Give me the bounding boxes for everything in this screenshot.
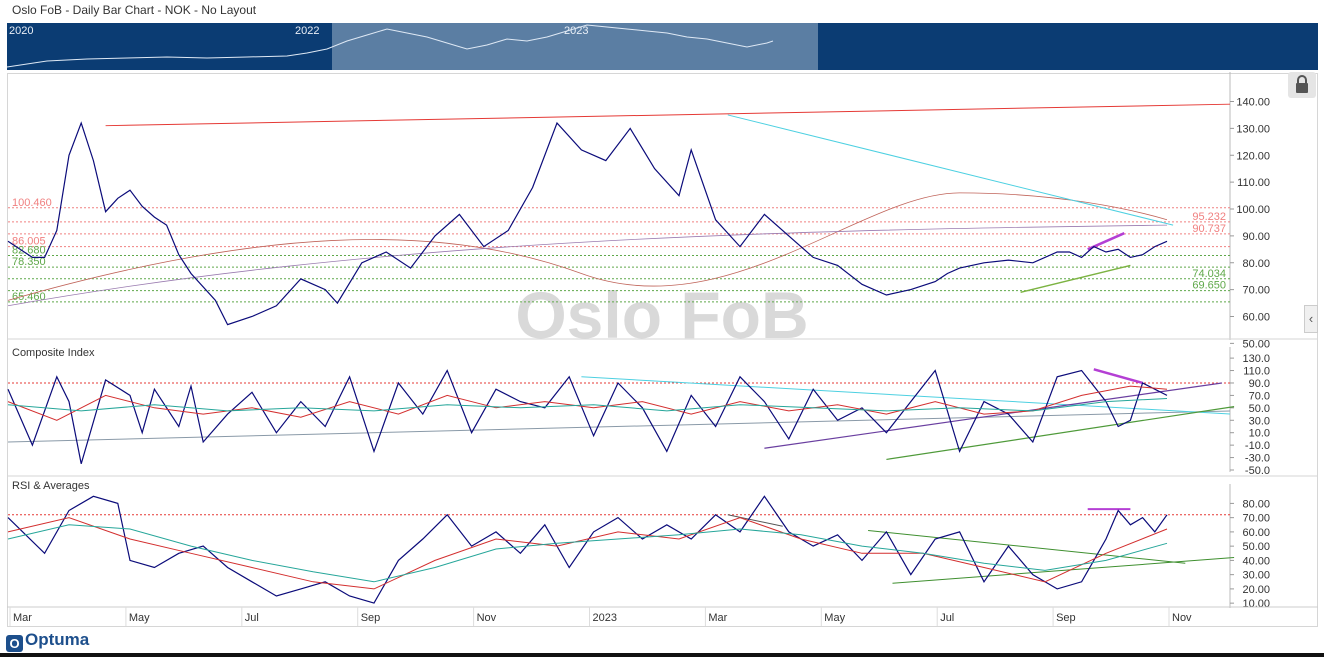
y-tick-label: 70.00 bbox=[1242, 513, 1270, 525]
y-tick-label: 50.00 bbox=[1242, 541, 1270, 553]
average-series-line bbox=[7, 398, 1168, 412]
y-tick-label: 100.00 bbox=[1236, 204, 1270, 216]
chart-frame bbox=[7, 73, 1318, 627]
navigator-year-label: 2022 bbox=[295, 25, 320, 37]
y-tick-label: 50.0 bbox=[1249, 403, 1270, 415]
y-tick-label: 20.00 bbox=[1242, 584, 1270, 596]
panel-title-composite: Composite Index bbox=[12, 347, 95, 359]
x-tick-label: Sep bbox=[361, 612, 381, 624]
fib-level-label: 100.460 bbox=[12, 197, 52, 209]
x-tick-label: Jul bbox=[940, 612, 954, 624]
price-series-line bbox=[7, 121, 1168, 326]
navigator-sparkline bbox=[7, 24, 774, 68]
navigator-year-label: 2020 bbox=[9, 25, 34, 37]
trendline bbox=[727, 514, 783, 527]
y-tick-label: 40.00 bbox=[1242, 555, 1270, 567]
y-tick-label: 10.00 bbox=[1242, 598, 1270, 610]
brand-logo-mark: O bbox=[6, 635, 23, 652]
x-tick-label: Mar bbox=[708, 612, 727, 624]
y-tick-label: 80.00 bbox=[1242, 258, 1270, 270]
panel-title-rsi: RSI & Averages bbox=[12, 480, 90, 492]
x-tick-label: Mar bbox=[13, 612, 32, 624]
lock-button[interactable] bbox=[1288, 72, 1316, 98]
y-tick-label: -50.0 bbox=[1245, 465, 1270, 477]
downtrend-line bbox=[727, 114, 1174, 226]
fib-level-label: 82.680 bbox=[12, 245, 46, 257]
chart-window-title: Oslo FoB - Daily Bar Chart - NOK - No La… bbox=[12, 3, 257, 17]
downtrend-line bbox=[581, 376, 1231, 415]
bottom-bar bbox=[0, 653, 1324, 657]
long-term-trendline bbox=[105, 103, 1231, 127]
x-tick-label: Sep bbox=[1056, 612, 1076, 624]
moving-average-line bbox=[7, 192, 1168, 301]
brand-logo-text: Optuma bbox=[25, 630, 90, 649]
fib-level-label: 78.350 bbox=[12, 256, 46, 268]
average-series-line bbox=[7, 385, 1168, 421]
support-trendline bbox=[886, 406, 1235, 461]
fib-level-label: 86.005 bbox=[12, 236, 46, 248]
y-tick-label: 120.00 bbox=[1236, 150, 1270, 162]
y-tick-label: 60.00 bbox=[1242, 312, 1270, 324]
x-tick-label: Nov bbox=[477, 612, 497, 624]
average-series-line bbox=[7, 524, 1168, 583]
brand-logo: O Optuma bbox=[6, 630, 89, 652]
fib-level-label: 95.232 bbox=[1192, 211, 1226, 223]
y-tick-label: 140.00 bbox=[1236, 97, 1270, 109]
support-trendline bbox=[892, 557, 1235, 584]
lock-icon bbox=[1296, 75, 1308, 93]
y-tick-label: 110.0 bbox=[1243, 366, 1270, 378]
y-tick-label: 10.0 bbox=[1249, 428, 1270, 440]
fib-level-label: 74.034 bbox=[1192, 268, 1226, 280]
y-tick-label: 50.00 bbox=[1242, 338, 1270, 350]
x-tick-label: Jul bbox=[245, 612, 259, 624]
y-tick-label: 130.00 bbox=[1236, 123, 1270, 135]
resistance-trendline bbox=[868, 529, 1186, 564]
y-tick-label: 110.00 bbox=[1237, 177, 1270, 189]
y-tick-label: 90.0 bbox=[1249, 378, 1270, 390]
x-tick-label: May bbox=[129, 612, 150, 624]
time-navigator[interactable]: 2020 2022 2023 bbox=[7, 23, 1318, 70]
price-series-line bbox=[7, 495, 1168, 604]
y-tick-label: 80.00 bbox=[1242, 498, 1270, 510]
y-tick-label: 130.0 bbox=[1242, 353, 1270, 365]
fib-level-label: 65.460 bbox=[12, 291, 46, 303]
x-tick-label: 2023 bbox=[593, 612, 617, 624]
y-tick-label: 30.0 bbox=[1249, 415, 1270, 427]
average-series-line bbox=[7, 517, 1168, 590]
navigator-window-handle[interactable] bbox=[332, 23, 818, 70]
uptrend-line bbox=[764, 382, 1222, 449]
x-tick-label: May bbox=[824, 612, 845, 624]
y-tick-label: -10.0 bbox=[1245, 440, 1270, 452]
x-tick-label: Nov bbox=[1172, 612, 1192, 624]
moving-average-line bbox=[7, 224, 1168, 307]
y-tick-label: 70.00 bbox=[1242, 285, 1270, 297]
chevron-left-icon[interactable]: ‹ bbox=[1304, 305, 1318, 333]
y-tick-label: 60.00 bbox=[1242, 527, 1270, 539]
trendline bbox=[7, 410, 1231, 443]
divergence-line bbox=[1093, 368, 1143, 385]
y-tick-label: 30.00 bbox=[1242, 570, 1270, 582]
y-tick-label: -30.0 bbox=[1245, 453, 1270, 465]
y-tick-label: 70.0 bbox=[1249, 390, 1270, 402]
support-trendline bbox=[1020, 264, 1131, 294]
navigator-year-label: 2023 bbox=[564, 25, 589, 37]
y-tick-label: 90.00 bbox=[1242, 231, 1270, 243]
fib-level-label: 69.650 bbox=[1192, 280, 1226, 292]
watermark: Oslo FoB bbox=[515, 278, 808, 352]
fib-level-label: 90.737 bbox=[1192, 223, 1226, 235]
